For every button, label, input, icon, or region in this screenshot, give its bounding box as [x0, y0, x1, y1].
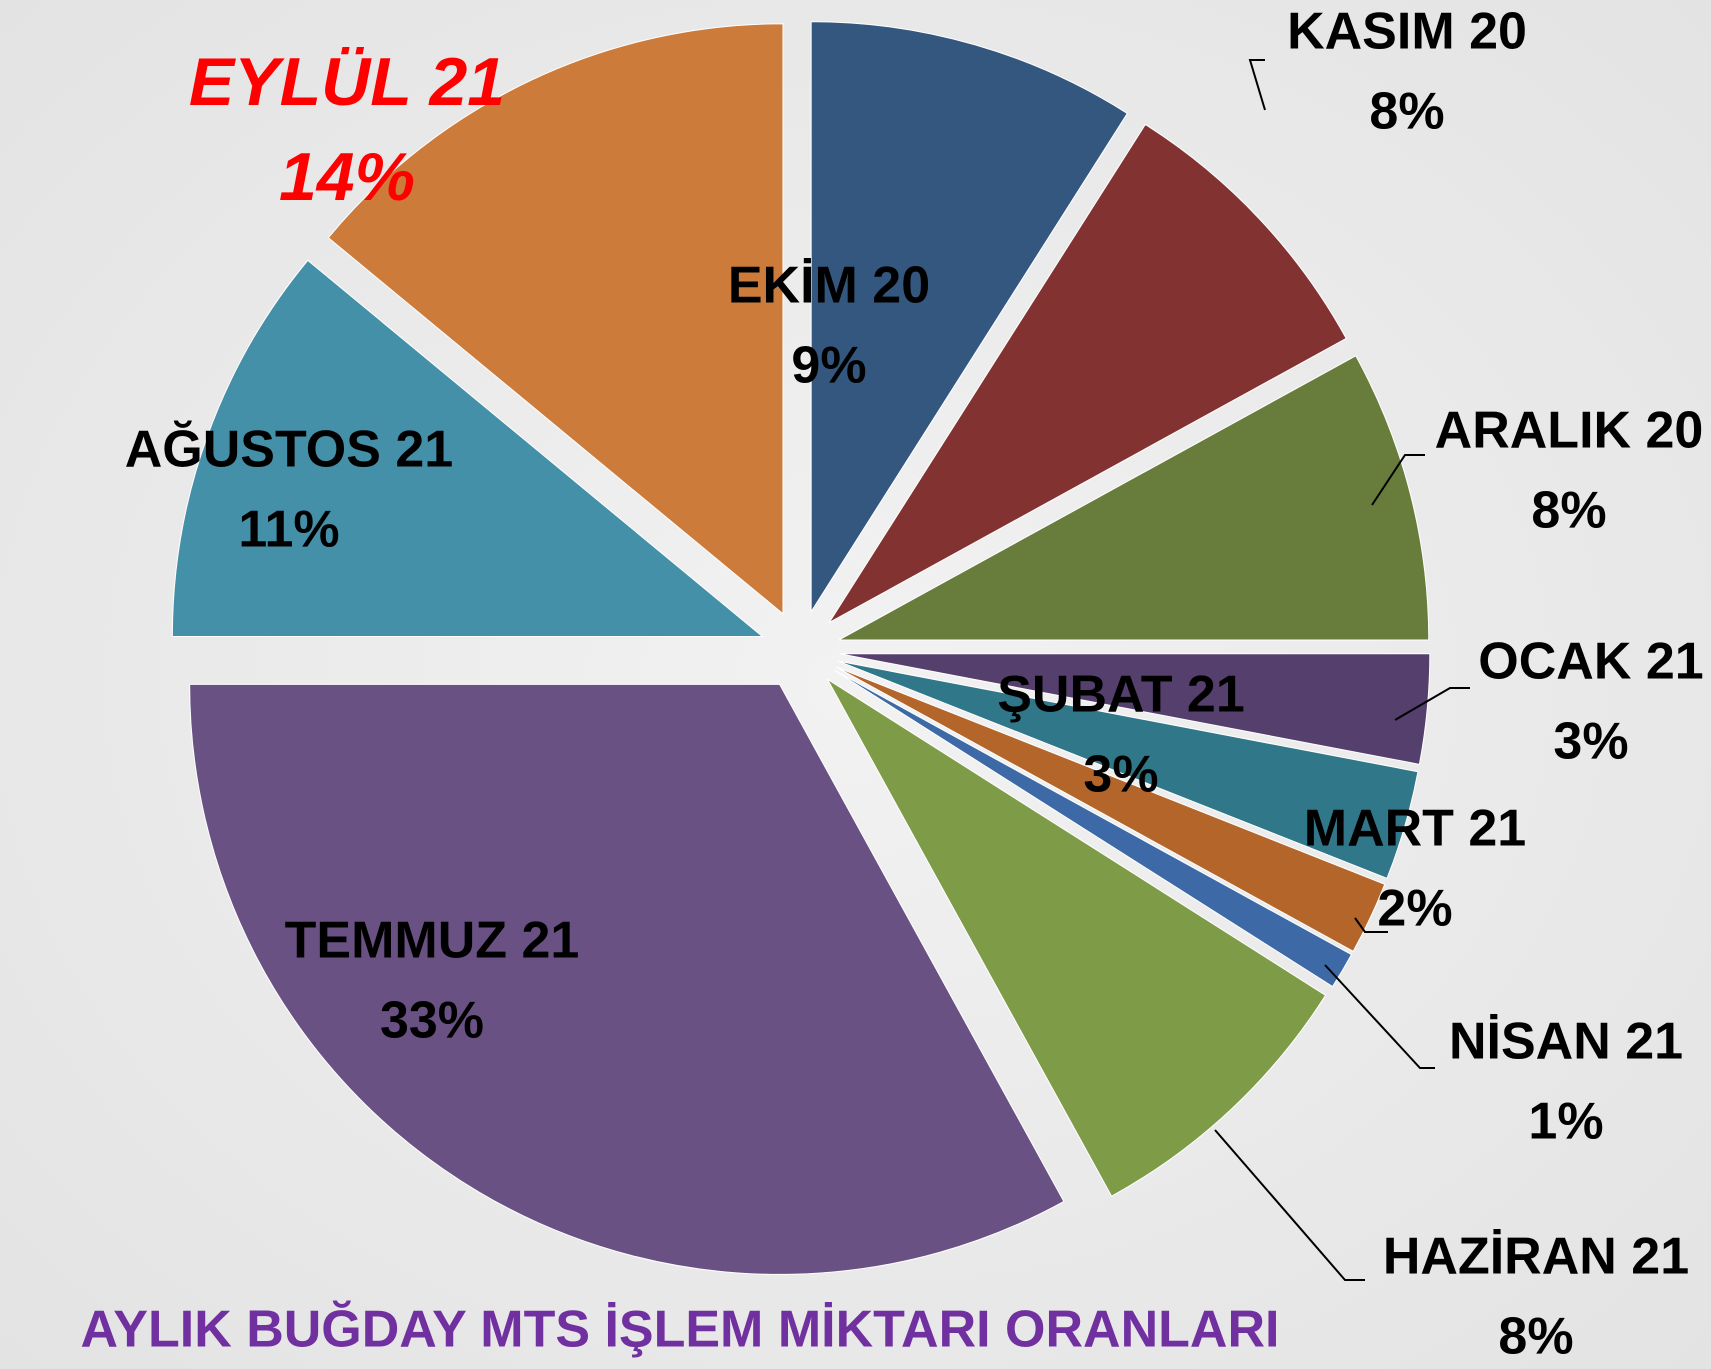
slice-label: MART 21 [1304, 800, 1526, 858]
slice-label: OCAK 21 [1478, 633, 1703, 691]
pie-slice [826, 678, 1327, 1197]
pie-slice [838, 660, 1419, 880]
slice-label: KASIM 20 [1287, 3, 1527, 61]
leader-line [1354, 917, 1388, 933]
pie-slice [838, 355, 1430, 641]
slice-label: TEMMUZ 21 [285, 912, 580, 970]
slice-label: ARALIK 20 [1435, 402, 1704, 460]
slice-value-label: 2% [1377, 880, 1452, 938]
slice-value-label: 8% [1369, 83, 1444, 141]
leader-line [1394, 687, 1470, 721]
slice-value-label: 11% [238, 501, 339, 559]
leader-line [1324, 964, 1435, 1069]
slice-value-label: 8% [1498, 1308, 1573, 1366]
slice-label: HAZİRAN 21 [1383, 1228, 1689, 1286]
pie-slice [810, 21, 1128, 614]
pie-slice [189, 683, 1065, 1275]
slice-value-label: 1% [1528, 1093, 1603, 1151]
slice-value-label: 8% [1531, 482, 1606, 540]
slice-label: EYLÜL 21 [189, 44, 505, 120]
leader-line [1214, 1129, 1365, 1281]
slice-label: AĞUSTOS 21 [125, 421, 453, 479]
pie-slice [327, 23, 784, 615]
pie-slice [835, 666, 1386, 952]
pie-slice [839, 653, 1431, 765]
chart-title: AYLIK BUĞDAY MTS İŞLEM MİKTARI ORANLARI [81, 1301, 1280, 1359]
leader-line [1371, 454, 1425, 506]
leader-line [1248, 59, 1266, 111]
slice-label: ŞUBAT 21 [997, 666, 1245, 724]
pie-slice [834, 669, 1353, 988]
slice-value-label: 3% [1553, 713, 1628, 771]
slice-value-label: 9% [791, 337, 866, 395]
slice-value-label: 3% [1083, 746, 1158, 804]
slice-value-label: 33% [380, 992, 484, 1050]
pie-slice [171, 259, 764, 637]
slice-label: EKİM 20 [728, 257, 930, 315]
slice-value-label: 14% [279, 139, 415, 215]
pie-slice [828, 123, 1347, 624]
slice-label: NİSAN 21 [1449, 1013, 1683, 1071]
